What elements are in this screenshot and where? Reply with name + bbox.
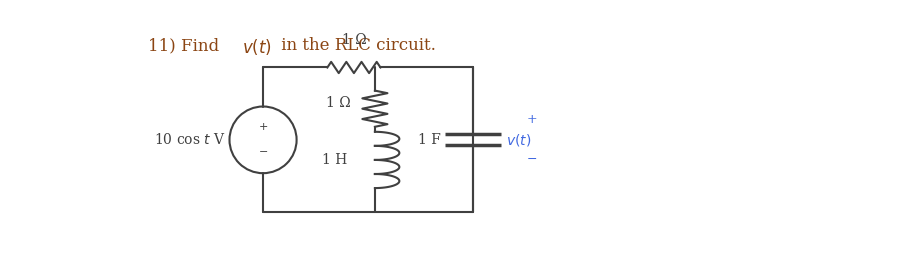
Text: 1 F: 1 F (419, 133, 441, 147)
Text: $v(t)$: $v(t)$ (242, 37, 272, 57)
Text: 11) Find: 11) Find (148, 37, 224, 54)
Text: −: − (527, 153, 538, 167)
Text: 1 Ω: 1 Ω (342, 33, 366, 48)
Text: $v(t)$: $v(t)$ (506, 132, 531, 148)
Text: 10 cos $t$ V: 10 cos $t$ V (154, 132, 226, 147)
Text: +: + (527, 113, 538, 126)
Text: +: + (258, 122, 268, 132)
Text: 1 H: 1 H (322, 153, 347, 167)
Text: −: − (258, 147, 268, 157)
Text: 1 Ω: 1 Ω (326, 96, 350, 110)
Text: in the RLC circuit.: in the RLC circuit. (276, 37, 436, 54)
